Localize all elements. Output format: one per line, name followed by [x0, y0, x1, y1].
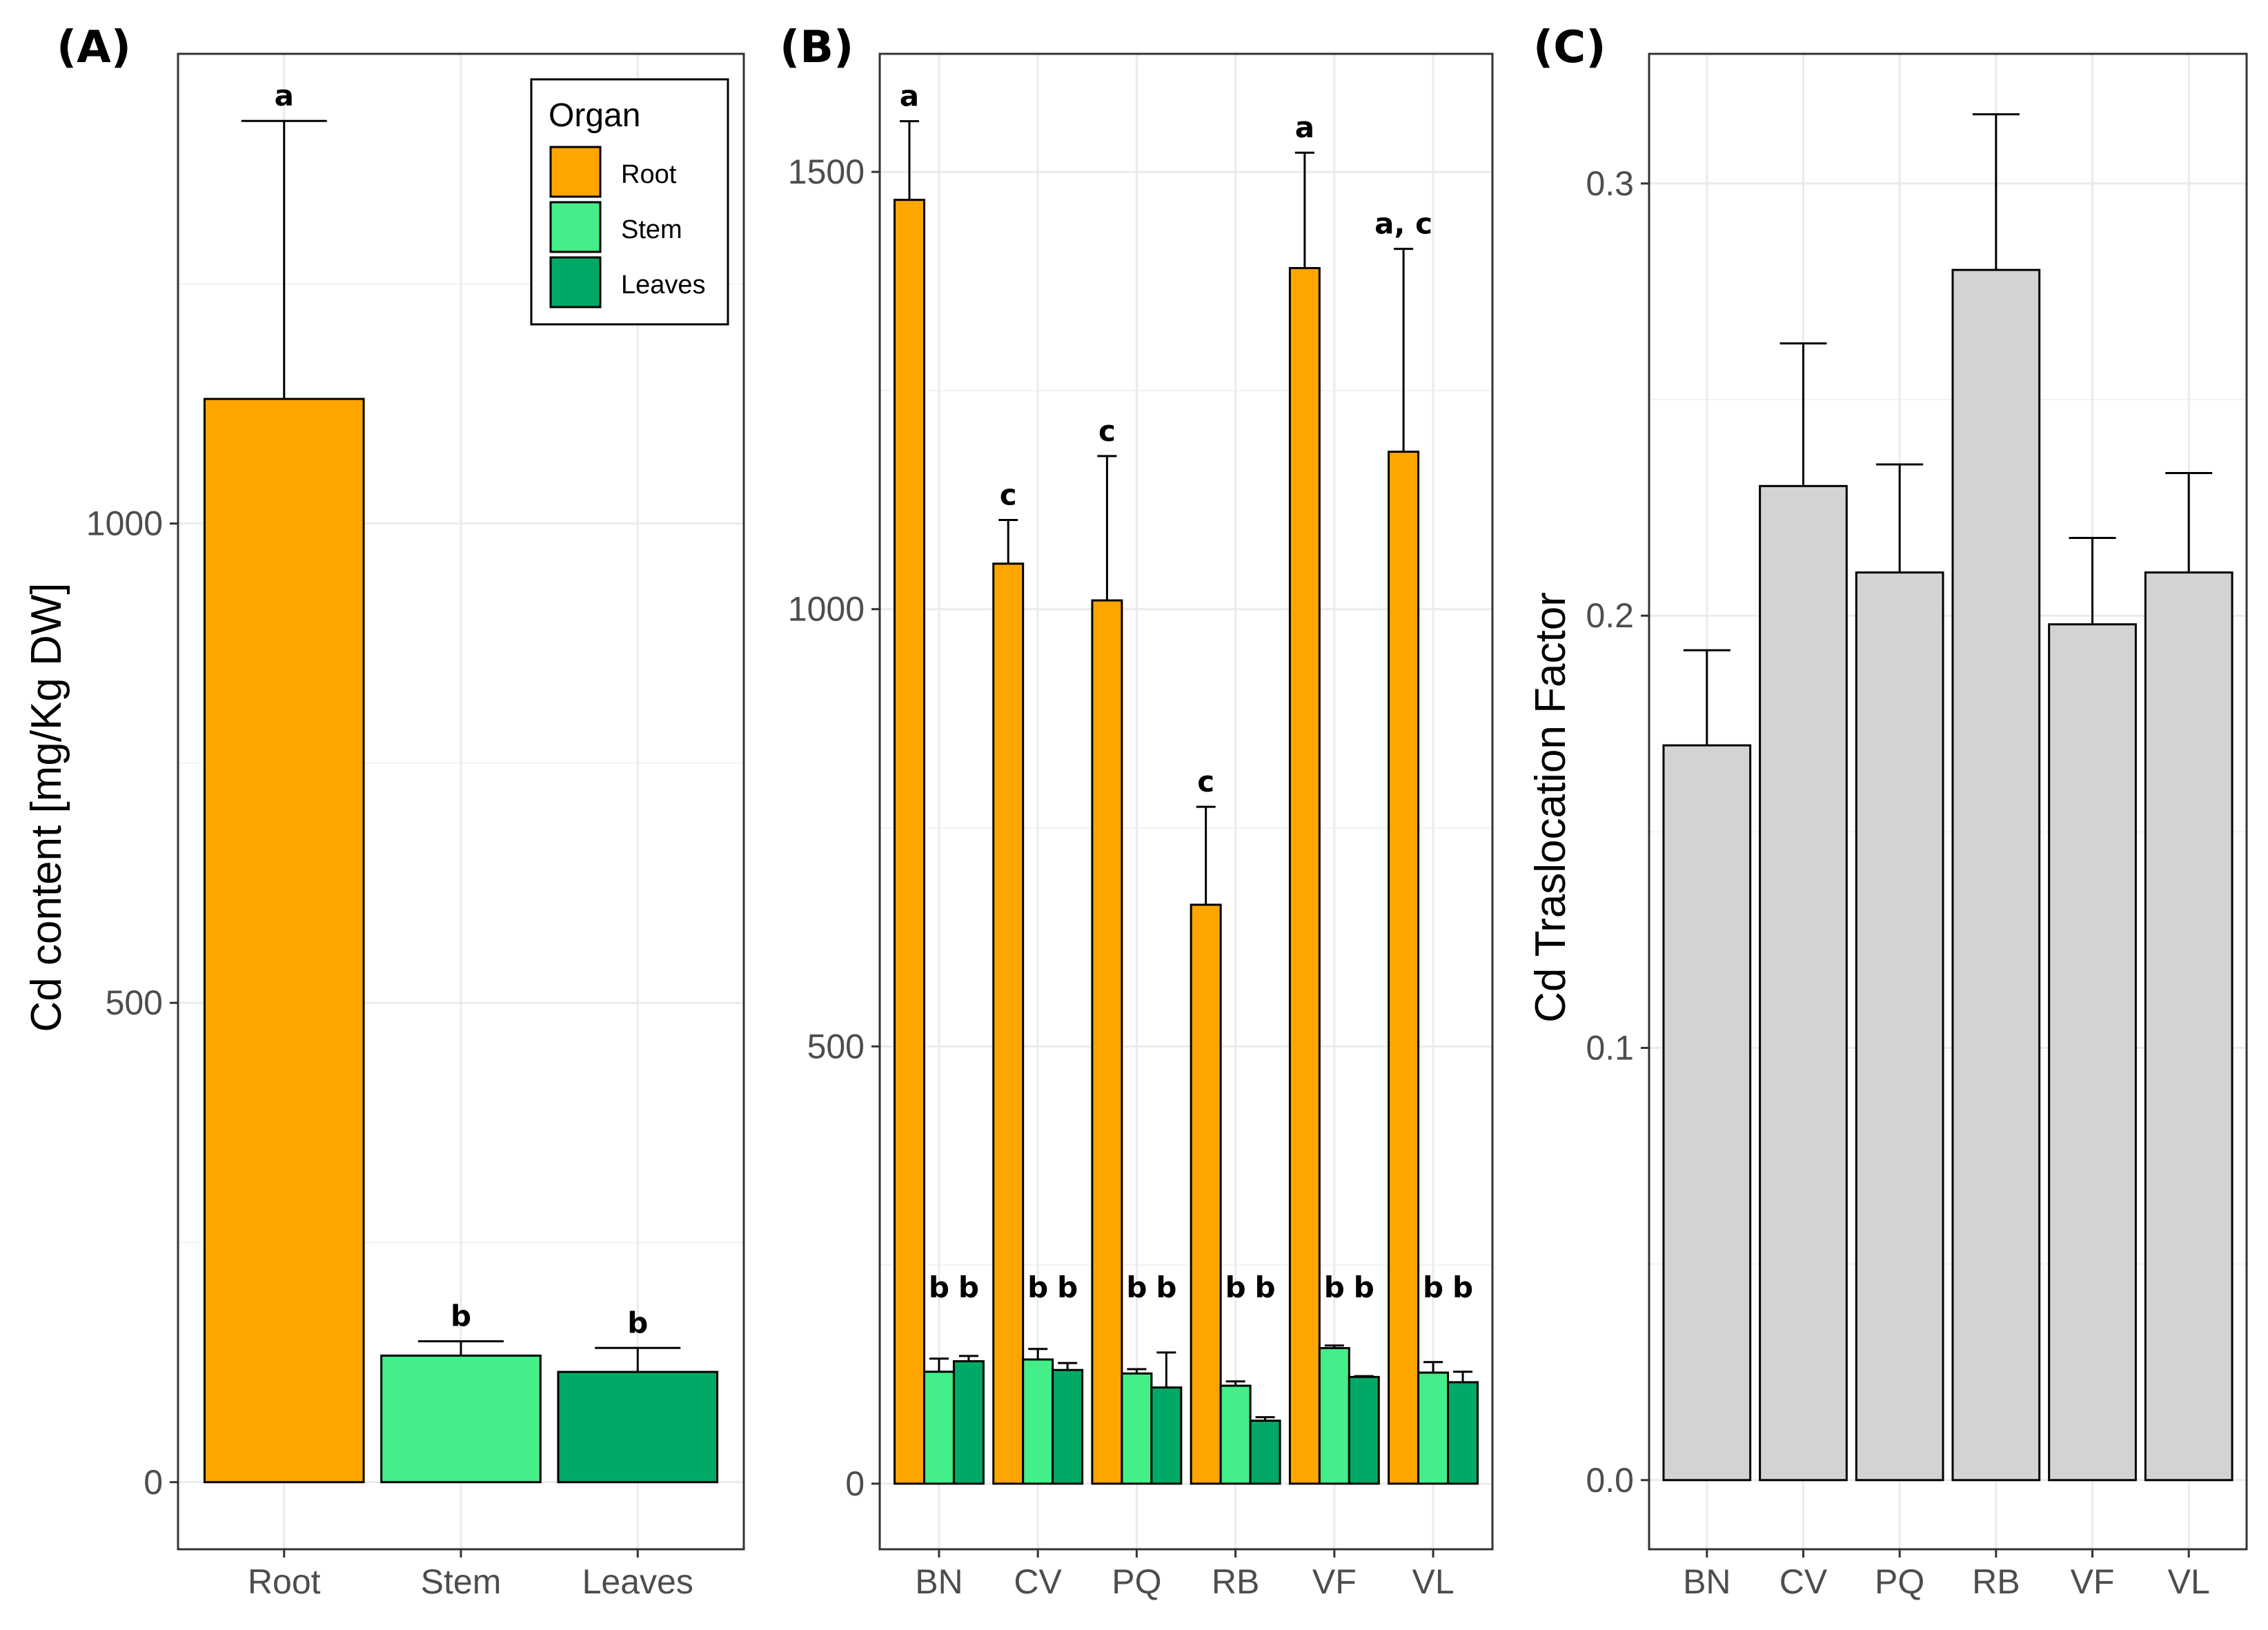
significance-label: a, c: [1374, 207, 1432, 241]
legend: Organ Root Stem Leaves: [530, 78, 729, 326]
x-tick-label: VL: [2168, 1562, 2210, 1601]
x-tick-label: Stem: [421, 1562, 502, 1601]
y-tick-label: 0.3: [1586, 164, 1634, 203]
y-tick-label: 500: [807, 1027, 865, 1066]
significance-label: c: [1000, 478, 1017, 511]
y-tick-label: 1000: [86, 504, 163, 543]
significance-label: b: [1452, 1270, 1473, 1304]
significance-label: b: [451, 1299, 471, 1333]
significance-label: a: [1295, 110, 1314, 144]
y-tick-label: 1500: [788, 153, 865, 191]
bar-root: [1288, 266, 1321, 1485]
x-tick-label: BN: [1683, 1562, 1730, 1601]
bar-stem: [1219, 1384, 1252, 1485]
significance-label: b: [1225, 1270, 1246, 1304]
significance-label: b: [1324, 1270, 1345, 1304]
significance-label: b: [627, 1306, 648, 1339]
legend-swatch-root: [549, 146, 602, 198]
bar-stem: [923, 1371, 955, 1485]
legend-title: Organ: [549, 97, 640, 134]
x-tick-label: PQ: [1112, 1562, 1161, 1601]
x-tick-label: VF: [1312, 1562, 1357, 1601]
x-tick-label: PQ: [1875, 1562, 1924, 1601]
x-tick-label: VL: [1412, 1562, 1454, 1601]
bar: [203, 397, 365, 1484]
bar-leaves: [1447, 1381, 1479, 1485]
bar-root: [893, 199, 925, 1485]
significance-label: b: [1354, 1270, 1374, 1304]
legend-swatch-stem: [549, 201, 602, 253]
significance-label: c: [1197, 765, 1214, 798]
bar-leaves: [1150, 1386, 1183, 1485]
bar: [2144, 571, 2234, 1482]
bar-leaves: [1052, 1368, 1084, 1485]
significance-label: c: [1098, 414, 1116, 448]
panel-c-label: (C): [1533, 22, 1606, 73]
panel-b-label: (B): [780, 22, 854, 73]
bar-root: [1190, 903, 1222, 1485]
panel-c-ylabel: Cd Traslocation Factor: [1527, 592, 1575, 1023]
significance-label: b: [929, 1270, 949, 1304]
x-tick-label: RB: [1972, 1562, 2020, 1601]
plot-border: [1648, 52, 2248, 1551]
x-tick-label: BN: [915, 1562, 963, 1601]
bar: [2048, 623, 2137, 1482]
panel-a-label: (A): [57, 22, 131, 73]
x-tick-label: VF: [2071, 1562, 2115, 1601]
significance-label: b: [1255, 1270, 1276, 1304]
bar-stem: [1318, 1347, 1350, 1485]
bar: [380, 1354, 542, 1484]
y-tick-label: 0: [144, 1463, 163, 1502]
significance-label: b: [958, 1270, 979, 1304]
significance-label: b: [1057, 1270, 1078, 1304]
y-tick-label: 500: [106, 983, 163, 1022]
bar-stem: [1022, 1358, 1054, 1485]
x-tick-label: Root: [248, 1562, 321, 1601]
x-tick-label: RB: [1212, 1562, 1259, 1601]
x-tick-label: CV: [1014, 1562, 1062, 1601]
bar-leaves: [1348, 1375, 1380, 1485]
y-tick-label: 0.2: [1586, 596, 1634, 635]
significance-label: a: [900, 79, 919, 113]
y-tick-label: 0.0: [1586, 1461, 1634, 1500]
significance-label: b: [1156, 1270, 1176, 1304]
x-tick-label: CV: [1779, 1562, 1828, 1601]
bar-root: [992, 562, 1025, 1485]
bar: [1662, 744, 1752, 1482]
significance-label: b: [1126, 1270, 1147, 1304]
legend-label-leaves: Leaves: [621, 271, 706, 300]
bar-root: [1091, 599, 1123, 1485]
bar: [1951, 268, 2041, 1482]
y-tick-label: 0: [845, 1464, 865, 1503]
plot-border: [878, 52, 1494, 1551]
panel-c: 0.0 0.1 0.2 0.3 BN CV PQ RB VF VL: [1586, 52, 2248, 1601]
legend-swatch-leaves: [549, 256, 602, 308]
legend-label-root: Root: [621, 160, 677, 189]
bar-leaves: [952, 1360, 985, 1485]
bar-stem: [1417, 1371, 1450, 1485]
significance-label: b: [1423, 1270, 1443, 1304]
y-tick-label: 1000: [788, 590, 865, 629]
bar: [1759, 484, 1848, 1482]
y-tick-label: 0.1: [1586, 1028, 1634, 1067]
bar: [557, 1371, 719, 1484]
bar: [1855, 571, 1944, 1482]
bar-stem: [1121, 1372, 1153, 1485]
x-tick-label: Leaves: [582, 1562, 693, 1601]
bar-root: [1388, 451, 1420, 1485]
significance-label: a: [275, 79, 294, 112]
significance-label: b: [1027, 1270, 1048, 1304]
panel-a-ylabel: Cd content [mg/Kg DW]: [23, 582, 70, 1032]
legend-label-stem: Stem: [621, 215, 682, 244]
bar-leaves: [1249, 1420, 1281, 1485]
